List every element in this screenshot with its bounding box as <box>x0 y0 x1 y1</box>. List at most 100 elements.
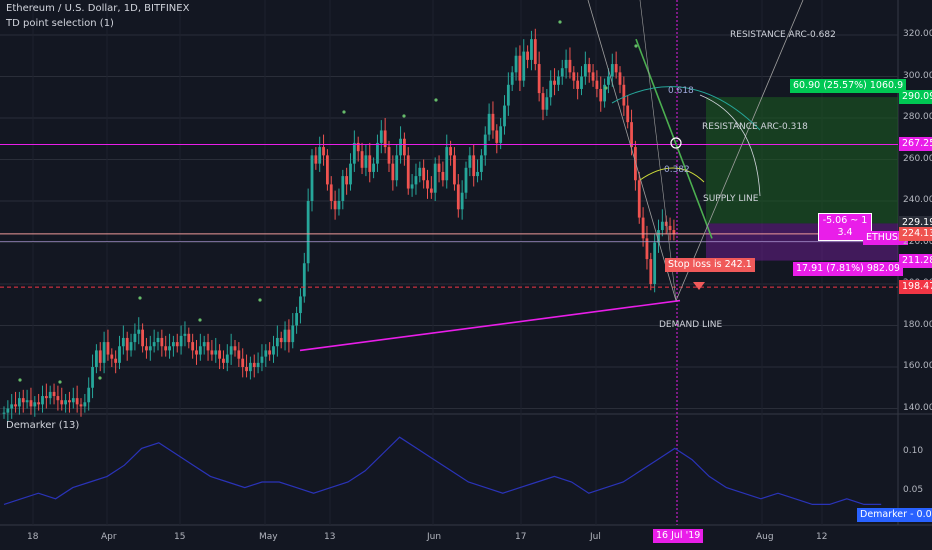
candle <box>618 66 622 94</box>
candle <box>499 118 503 150</box>
candle <box>222 350 225 370</box>
candle <box>252 354 256 378</box>
candle <box>560 59 564 85</box>
candle <box>637 171 641 224</box>
price-tick-2: 280.00 <box>903 112 932 122</box>
indicator-name: TD point selection (1) <box>6 18 114 29</box>
candle <box>387 140 391 172</box>
td-dot <box>18 378 22 382</box>
candle <box>418 161 422 183</box>
candle <box>522 39 526 87</box>
candle <box>557 70 560 92</box>
ratio-line-2: 3.4 <box>837 227 853 238</box>
trend-line-c <box>639 0 677 301</box>
candle <box>649 252 653 291</box>
price-tick-5: 220.00 <box>903 236 932 247</box>
candle <box>564 49 568 79</box>
risk-badge: 17.91 (7.81%) 982.09 <box>793 262 904 276</box>
candle <box>356 136 360 162</box>
price-tick-9: 140.00 <box>903 402 932 413</box>
td-dot <box>98 376 102 380</box>
candle <box>114 350 118 374</box>
candle <box>453 147 456 191</box>
candle <box>391 155 395 191</box>
candle <box>352 130 356 172</box>
candle <box>410 174 414 197</box>
price-badge-1: 267.25 <box>899 137 932 152</box>
price-tick-0: 320.00 <box>903 29 932 39</box>
demand-line-label: DEMAND LINE <box>659 320 723 330</box>
candle <box>426 169 429 199</box>
candles <box>2 28 676 421</box>
candle <box>403 132 406 166</box>
resistance-arc <box>699 94 761 197</box>
candle <box>441 161 445 187</box>
candle <box>530 30 533 71</box>
candle <box>395 144 399 187</box>
price-tick-4: 240.00 <box>903 195 932 205</box>
fib-arc-618 <box>611 86 761 131</box>
candle <box>553 68 556 96</box>
candle <box>106 329 110 361</box>
candle <box>56 385 60 411</box>
candle <box>549 70 553 106</box>
td-dot <box>258 298 262 302</box>
candle <box>291 313 295 349</box>
price-tick-8: 160.00 <box>903 361 932 371</box>
candle <box>202 335 206 355</box>
candle <box>641 207 645 247</box>
time-tick-1: Apr <box>101 532 117 542</box>
candle <box>110 348 114 367</box>
price-badge-5: 198.47 <box>899 280 932 295</box>
candle <box>376 134 379 172</box>
ratio-line-1: -5.06 ~ 1 <box>822 215 868 226</box>
time-tick-0: 18 <box>27 532 39 542</box>
grid <box>0 0 932 526</box>
candle <box>437 155 441 183</box>
candle <box>264 344 268 367</box>
candle <box>237 342 241 367</box>
candle <box>302 252 306 303</box>
candle <box>272 335 275 363</box>
candle <box>118 335 121 370</box>
demarker-name: Demarker (13) <box>6 420 80 431</box>
candle <box>121 325 125 355</box>
candle <box>68 391 71 413</box>
candle <box>145 337 148 359</box>
candle <box>191 333 195 359</box>
candle <box>483 126 487 166</box>
candle <box>279 331 283 349</box>
candle <box>603 78 606 108</box>
time-tick-6: 17 <box>515 532 527 542</box>
candle <box>445 134 449 189</box>
time-tick-7: Jul <box>590 532 601 542</box>
candle <box>48 385 52 405</box>
candle <box>95 344 98 374</box>
candle <box>256 352 260 374</box>
candle <box>572 66 576 89</box>
td-dot <box>634 44 638 48</box>
candle <box>599 76 603 112</box>
candle <box>21 389 25 413</box>
resistance-arc-318-label: RESISTANCE ARC-0.318 <box>702 122 808 132</box>
price-badge-0: 290.09 <box>899 90 932 105</box>
candle <box>595 70 599 98</box>
candle <box>349 153 352 191</box>
candle <box>129 333 133 357</box>
candle <box>79 398 83 417</box>
candle <box>614 51 618 79</box>
candle <box>179 325 183 355</box>
candle <box>310 149 314 212</box>
candle <box>622 76 626 116</box>
target-badge: 60.90 (25.57%) 1060.9 <box>790 79 907 93</box>
candle <box>287 319 291 353</box>
candle <box>156 331 160 351</box>
candle <box>518 45 522 92</box>
candle <box>337 188 341 216</box>
candle <box>198 333 202 361</box>
candle <box>175 333 179 353</box>
candle <box>14 391 17 413</box>
candle <box>91 354 94 399</box>
td-dot <box>138 296 142 300</box>
